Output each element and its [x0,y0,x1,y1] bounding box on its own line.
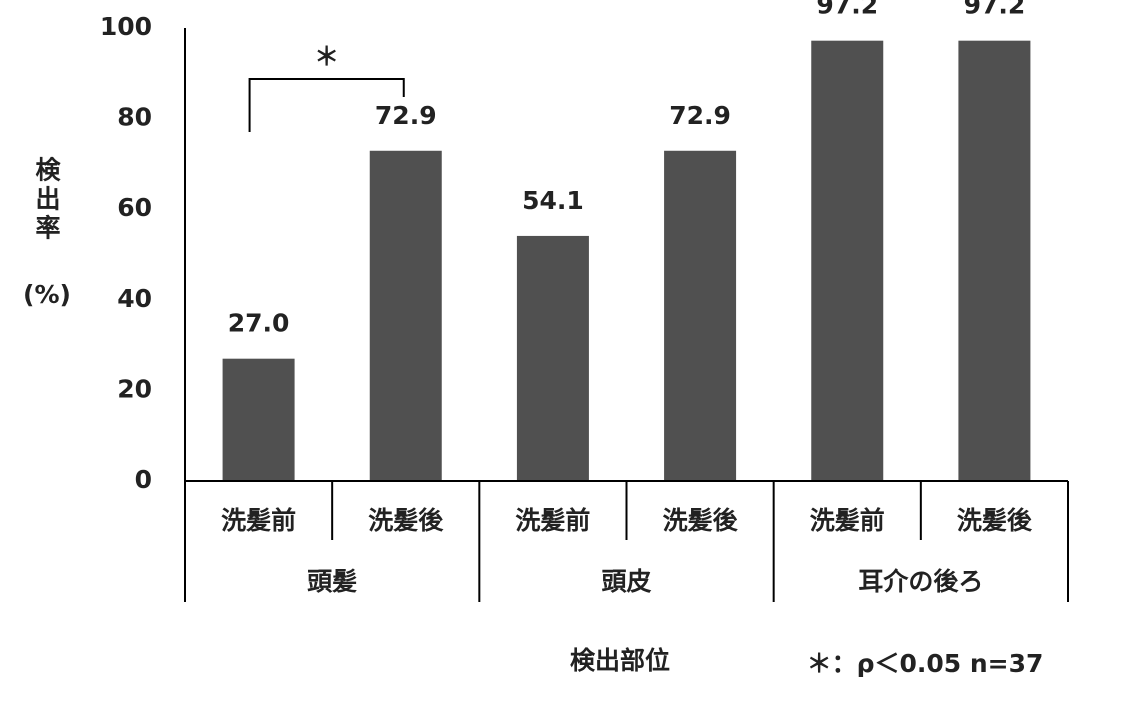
bar [222,358,295,481]
value-label: 54.1 [522,186,584,215]
bar [811,40,884,482]
significance-label: ＊ [314,42,339,71]
value-label: 72.9 [375,101,437,130]
value-label: 97.2 [816,0,878,20]
y-axis-unit: (%) [23,280,71,309]
y-tick-label: 80 [117,103,152,132]
bar [516,235,589,481]
value-label: 97.2 [964,0,1026,20]
bar [664,150,737,481]
y-tick-label: 20 [117,374,152,403]
x-tick-label: 洗髪前 [221,506,296,535]
y-axis-label: 検出率 [32,157,61,244]
value-label: 27.0 [228,309,290,338]
y-tick-label: 40 [117,284,152,313]
note: ＊：ρ＜0.05 n=37 [807,649,1044,678]
x-axis-label: 検出部位 [570,646,670,675]
bar [958,40,1031,482]
significance-bracket [248,78,405,132]
x-tick-label: 洗髪前 [810,506,885,535]
x-tick-label: 洗髪後 [957,506,1033,535]
x-tick-label: 洗髪後 [368,506,444,535]
group-label: 頭皮 [601,567,651,596]
y-tick-label: 0 [135,465,152,494]
x-tick-label: 洗髪後 [663,506,739,535]
group-label: 耳介の後ろ [858,567,983,596]
group-label: 頭髪 [307,567,357,596]
y-tick-label: 100 [100,12,152,41]
value-label: 72.9 [669,101,731,130]
x-tick-label: 洗髪前 [515,506,590,535]
y-tick-label: 60 [117,193,152,222]
bar [369,150,442,481]
